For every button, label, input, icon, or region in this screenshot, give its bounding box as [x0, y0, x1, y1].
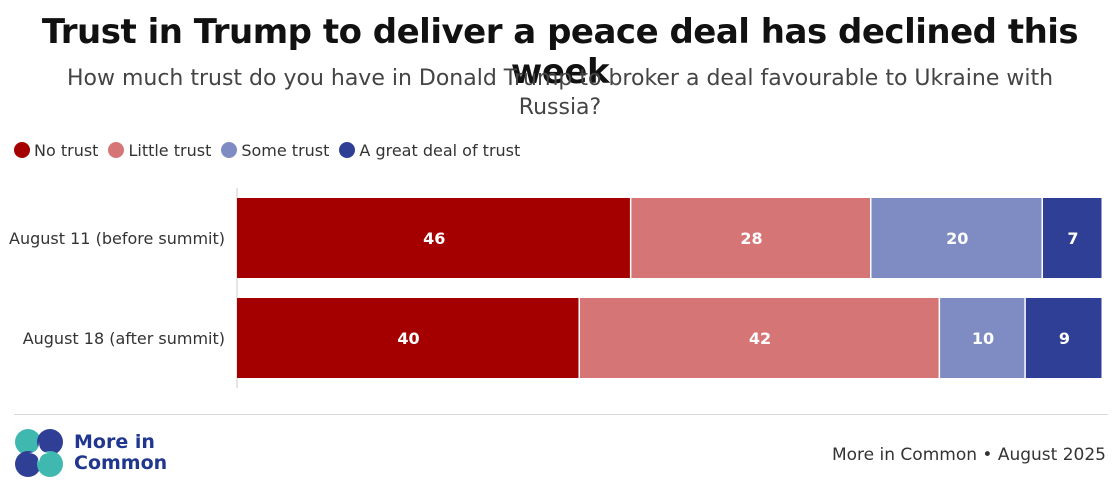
legend-swatch	[14, 142, 30, 158]
bar-segment	[940, 298, 1025, 378]
data-label: 10	[972, 329, 994, 348]
legend-item: Little trust	[108, 141, 211, 160]
data-label: 20	[946, 229, 968, 248]
legend-swatch	[221, 142, 238, 158]
bar-segment	[871, 198, 1042, 278]
legend: No trust Little trust Some trust A great de…	[14, 139, 530, 161]
chart-subtitle: How much trust do you have in Donald Tru…	[66, 66, 1054, 120]
stacked-bar-chart: August 11 (before summit) 46 28 20 7 August 1…	[9, 188, 1102, 388]
legend-label: No trust	[34, 140, 99, 160]
source-note: More in Common • August 2025	[831, 445, 1106, 465]
bar-segment	[1025, 298, 1102, 378]
legend-swatch	[339, 142, 356, 158]
category-label: August 18 (after summit)	[23, 329, 225, 348]
legend-label: Little trust	[128, 140, 212, 160]
data-label: 7	[1067, 229, 1078, 248]
logo: More in Common	[14, 428, 167, 478]
legend-item: A great deal of trust	[339, 141, 520, 160]
data-label: 40	[397, 329, 419, 348]
legend-item: Some trust	[221, 141, 329, 160]
bar-segment	[579, 298, 939, 378]
footer-divider	[14, 414, 1108, 415]
category-label: August 11 (before summit)	[9, 229, 225, 248]
bar-segment	[1042, 198, 1102, 278]
logo-line-1: More in	[74, 431, 155, 453]
data-label: 9	[1059, 329, 1070, 348]
logo-wordmark: More in Common	[74, 432, 167, 474]
bar-segment	[631, 198, 870, 278]
data-label: 42	[749, 329, 771, 348]
legend-label: Some trust	[241, 140, 330, 160]
legend-item: No trust	[14, 141, 98, 160]
bar-segment	[237, 198, 630, 278]
legend-label: A great deal of trust	[359, 140, 521, 160]
chart-title: Trust in Trump to deliver a peace deal h…	[41, 12, 1079, 92]
bar-segment	[237, 298, 579, 378]
data-label: 46	[423, 229, 445, 248]
more-in-common-logo-icon	[15, 429, 63, 477]
logo-line-2: Common	[74, 452, 168, 474]
legend-swatch	[108, 142, 125, 158]
data-label: 28	[740, 229, 762, 248]
